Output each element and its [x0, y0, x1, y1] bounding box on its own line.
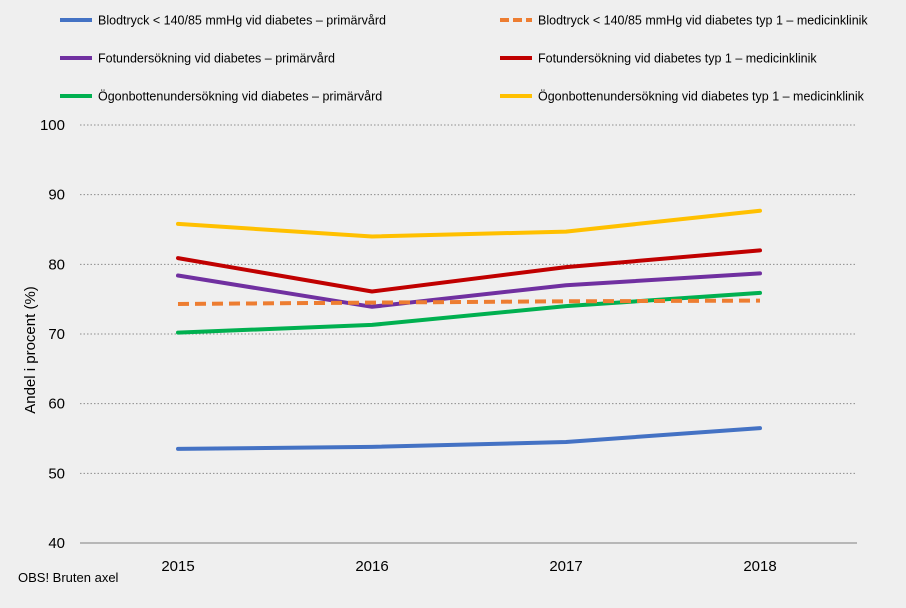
legend-label: Blodtryck < 140/85 mmHg vid diabetes – p… — [98, 14, 386, 28]
broken-axis-note: OBS! Bruten axel — [18, 570, 119, 585]
series-line-1 — [177, 298, 761, 306]
y-tick-label: 70 — [48, 326, 65, 343]
series-line-4 — [176, 290, 762, 335]
gridlines — [80, 124, 857, 474]
series-line-5 — [176, 208, 762, 239]
x-tick-label: 2015 — [161, 558, 194, 575]
x-tick-label: 2018 — [743, 558, 776, 575]
y-tick-label: 90 — [48, 187, 65, 204]
y-axis-title: Andel i procent (%) — [22, 286, 39, 414]
legend-label: Ögonbottenundersökning vid diabetes typ … — [538, 90, 865, 104]
legend-label: Fotundersökning vid diabetes typ 1 – med… — [538, 52, 817, 66]
legend-label: Ögonbottenundersökning vid diabetes – pr… — [98, 90, 382, 104]
series-line-0 — [176, 426, 762, 451]
x-axis: 2015 2016 2017 2018 — [80, 542, 857, 575]
legend-label: Fotundersökning vid diabetes – primärvår… — [98, 52, 335, 66]
legend: Blodtryck < 140/85 mmHg vid diabetes – p… — [60, 14, 868, 104]
x-tick-label: 2016 — [355, 558, 388, 575]
y-tick-label: 80 — [48, 256, 65, 273]
series-line-3 — [176, 248, 762, 294]
y-axis: 40 50 60 70 80 90 100 — [40, 117, 65, 552]
x-tick-label: 2017 — [549, 558, 582, 575]
y-tick-label: 50 — [48, 465, 65, 482]
y-tick-label: 60 — [48, 396, 65, 413]
series-lines — [176, 208, 762, 451]
legend-label: Blodtryck < 140/85 mmHg vid diabetes typ… — [538, 14, 868, 28]
y-tick-label: 40 — [48, 535, 65, 552]
y-tick-label: 100 — [40, 117, 65, 134]
series-line-2 — [176, 271, 762, 309]
